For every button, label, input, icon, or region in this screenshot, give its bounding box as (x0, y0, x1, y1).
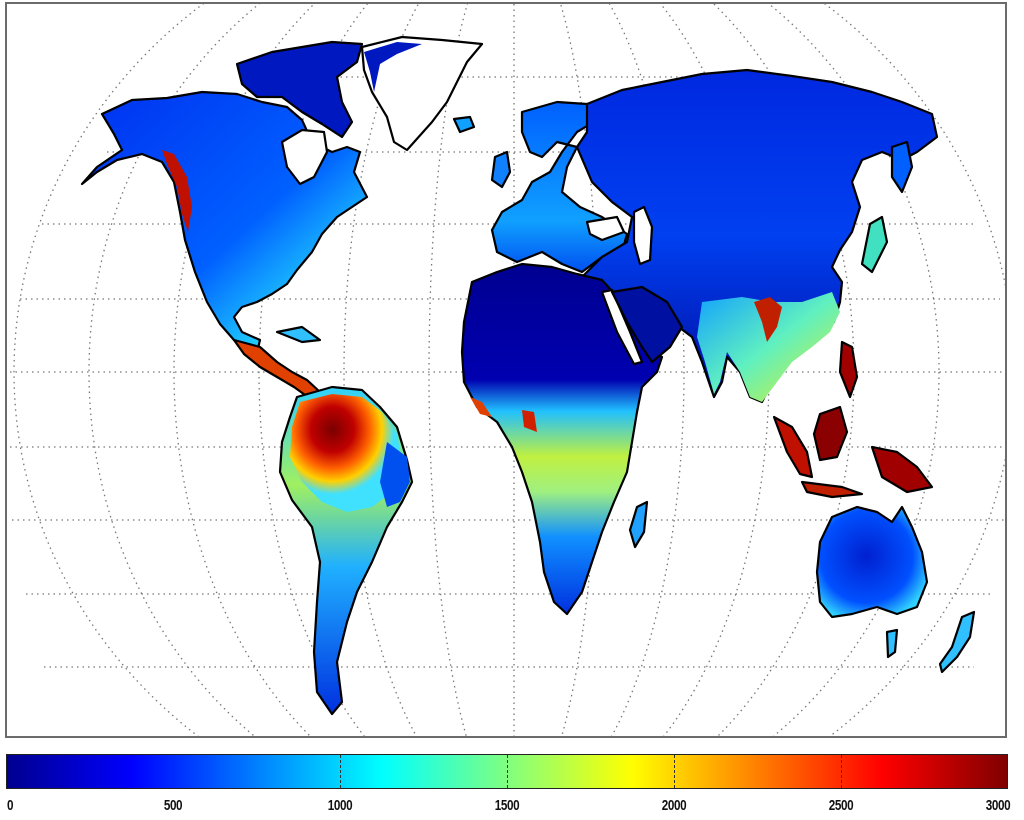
tasmania (885, 628, 899, 659)
brazil-east-low (380, 442, 410, 507)
colorbar-tick-label: 2000 (661, 797, 687, 814)
japan (860, 215, 889, 274)
caspian-sea (632, 205, 654, 266)
new-zealand (938, 610, 976, 674)
iceland (452, 115, 476, 134)
arctic-archipelago (235, 40, 364, 139)
madagascar (628, 500, 649, 549)
africa (460, 262, 664, 616)
great-britain (490, 150, 512, 189)
world-map (10, 4, 1005, 736)
himalaya-bangladesh-high (754, 297, 782, 342)
colorbar-tick (340, 755, 341, 788)
sumatra (772, 415, 814, 479)
colorbar-tick (173, 755, 174, 788)
south-asia (697, 292, 840, 402)
amazon-basin-high (290, 394, 402, 512)
central-america (232, 338, 322, 402)
colorbar-tick-label: 0 (6, 797, 14, 814)
colorbar-tick-label: 2500 (828, 797, 854, 814)
java (800, 480, 864, 499)
colorbar (6, 754, 1008, 789)
colorbar-tick (507, 755, 508, 788)
colorbar-tick-label: 1000 (327, 797, 353, 814)
arabian-peninsula (610, 285, 684, 364)
colorbar-tick (674, 755, 675, 788)
pacific-northwest-high (162, 150, 192, 232)
black-sea (585, 215, 626, 242)
land-masses (80, 35, 976, 716)
red-sea (600, 288, 644, 366)
colorbar-tick-label: 500 (163, 797, 183, 814)
map-plot-area (5, 2, 1007, 738)
philippines (838, 340, 859, 399)
guinea-coast-high (470, 397, 492, 417)
cameroon-high (522, 410, 537, 432)
colorbar-tick-label: 1500 (494, 797, 520, 814)
kamchatka (890, 140, 914, 194)
greenland (360, 35, 484, 152)
new-guinea (870, 445, 934, 494)
australia (815, 505, 929, 619)
caribbean-cuba (275, 325, 322, 344)
hudson-bay (280, 128, 329, 186)
colorbar-tick (841, 755, 842, 788)
colorbar-tick-label: 3000 (985, 797, 1011, 814)
borneo (812, 405, 849, 462)
